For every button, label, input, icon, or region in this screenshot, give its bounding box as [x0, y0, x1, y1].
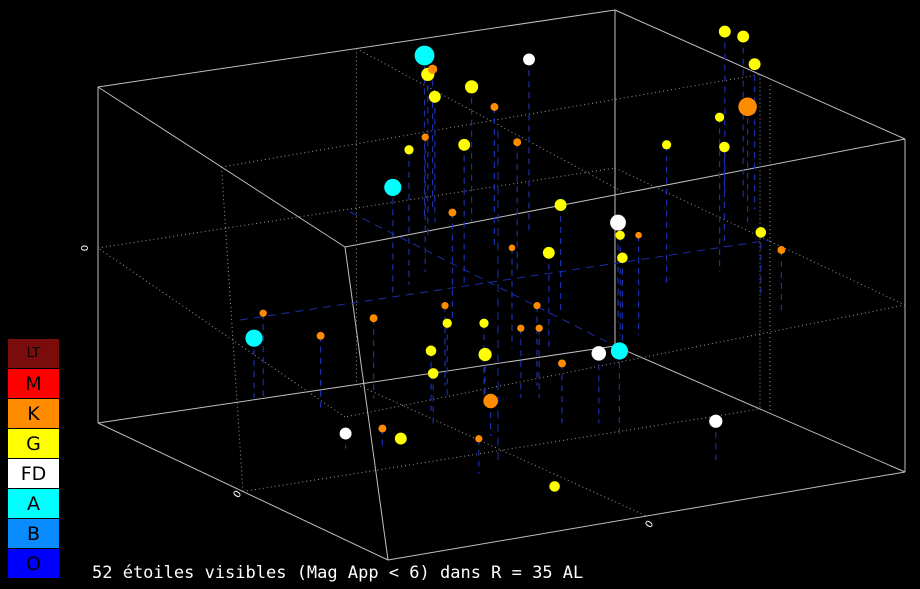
star-g: [404, 145, 414, 155]
star-k: [441, 301, 449, 310]
legend-label: B: [26, 522, 41, 545]
star-g: [661, 140, 672, 150]
star-k: [738, 97, 757, 117]
star-fd: [610, 214, 626, 231]
axis-tick-labels: 0 0 0: [80, 245, 656, 531]
grid-lines: [97, 48, 906, 517]
star-k: [427, 64, 438, 74]
grid-line: [344, 304, 906, 418]
star-a: [245, 329, 263, 347]
star-g: [427, 368, 439, 379]
grid-line: [356, 384, 647, 517]
star-k: [533, 301, 541, 310]
grid-line: [97, 167, 616, 249]
spectral-class-legend: LT M K G FD A B O: [8, 339, 59, 579]
star-k: [448, 208, 457, 217]
star-g: [719, 141, 730, 153]
legend-item-a: A: [8, 489, 59, 519]
grid-line: [221, 166, 244, 492]
star-k: [483, 393, 498, 409]
bounding-box: [97, 9, 906, 561]
star-g: [714, 112, 725, 122]
legend-item-fd: FD: [8, 459, 59, 489]
grid-line: [97, 247, 346, 418]
star-g: [478, 347, 492, 362]
star-g: [615, 230, 625, 240]
star-fd: [523, 53, 535, 66]
legend-item-g: G: [8, 429, 59, 459]
star-k: [517, 324, 525, 332]
legend-item-k: K: [8, 399, 59, 429]
axis-tick-label: 0: [80, 245, 91, 251]
star-a: [414, 45, 435, 66]
legend-label: K: [27, 402, 40, 425]
star-a: [610, 342, 628, 360]
star-k: [421, 133, 429, 141]
chart-caption: 52 étoiles visibles (Mag App < 6) dans R…: [92, 563, 584, 583]
star-a: [384, 178, 402, 196]
star-g: [718, 25, 731, 38]
star-g: [755, 227, 767, 238]
star-k: [475, 435, 483, 443]
legend-item-m: M: [8, 369, 59, 399]
star-g: [617, 252, 628, 264]
legend-item-o: O: [8, 549, 59, 579]
axis-line: [349, 211, 616, 347]
star-k: [558, 359, 566, 368]
star-g: [458, 138, 471, 151]
star-k: [635, 231, 642, 239]
grid-line: [356, 48, 626, 194]
legend-item-b: B: [8, 519, 59, 549]
star-k: [535, 324, 543, 332]
star-k: [378, 424, 387, 433]
legend-label: O: [26, 552, 41, 575]
star-stems: [239, 31, 783, 474]
star-k: [369, 314, 378, 323]
axis-tick-label: 0: [644, 519, 657, 531]
star-g: [549, 481, 560, 492]
star-k: [490, 103, 499, 111]
axis-tick-label: 0: [232, 489, 245, 501]
legend-label: FD: [20, 462, 47, 485]
star-k: [513, 138, 522, 147]
box-edge: [344, 246, 389, 561]
star-k: [316, 331, 325, 340]
stars: [245, 25, 786, 492]
legend-label: LT: [26, 346, 41, 361]
axis-line: [239, 239, 771, 321]
grid-line: [242, 408, 761, 492]
legend-label: M: [25, 372, 42, 395]
star-fd: [339, 427, 352, 440]
star-k: [508, 244, 516, 252]
star-g: [465, 80, 479, 94]
star-g: [442, 318, 452, 328]
star-g: [425, 345, 437, 357]
star-g: [479, 318, 489, 328]
box-edge: [614, 345, 906, 473]
star-g: [394, 432, 407, 445]
legend-label: G: [26, 432, 41, 455]
star-fd: [709, 414, 723, 428]
box-edge: [387, 471, 906, 561]
legend-label: A: [27, 492, 40, 515]
star-g: [748, 58, 761, 71]
star-g: [554, 199, 567, 211]
star-fd: [591, 346, 607, 361]
star-g: [542, 246, 555, 259]
legend-item-lt: LT: [8, 339, 59, 369]
star-g: [428, 90, 441, 103]
star-g: [737, 30, 750, 43]
star-k: [777, 246, 786, 254]
star-k: [259, 309, 267, 317]
